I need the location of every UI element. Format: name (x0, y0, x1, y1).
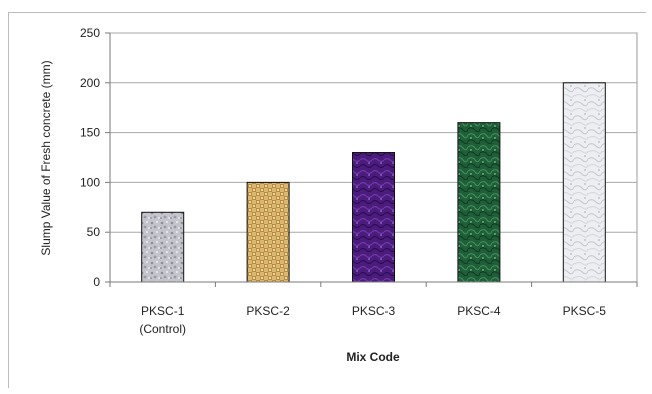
x-tick-label: PKSC-3 (352, 304, 396, 318)
x-tick-label: PKSC-5 (563, 304, 607, 318)
x-tick-label: PKSC-2 (246, 304, 290, 318)
x-tick-label: (Control) (139, 322, 186, 336)
y-axis-ticks: 0 50 100 150 200 250 (80, 26, 110, 289)
bar (246, 181, 290, 283)
y-tick-label: 250 (80, 26, 100, 40)
bar (457, 122, 501, 283)
y-tick-label: 200 (80, 76, 100, 90)
x-tick-label: PKSC-4 (457, 304, 501, 318)
x-axis-ticks: PKSC-1 (Control) PKSC-2 PKSC-3 PKSC-4 PKSC-5 (109, 282, 638, 336)
y-axis-title: Slump Value of Fresh concrete (mm) (39, 60, 53, 255)
bar (141, 211, 185, 283)
y-tick-label: 0 (93, 275, 100, 289)
bar (352, 152, 395, 283)
y-tick-label: 50 (87, 225, 101, 239)
chart-frame (8, 12, 646, 388)
y-tick-label: 150 (80, 126, 100, 140)
x-tick-label: PKSC-1 (141, 304, 185, 318)
y-tick-label: 100 (80, 175, 100, 189)
bar (562, 82, 606, 283)
x-axis-title: Mix Code (346, 350, 400, 364)
bars (141, 82, 606, 283)
